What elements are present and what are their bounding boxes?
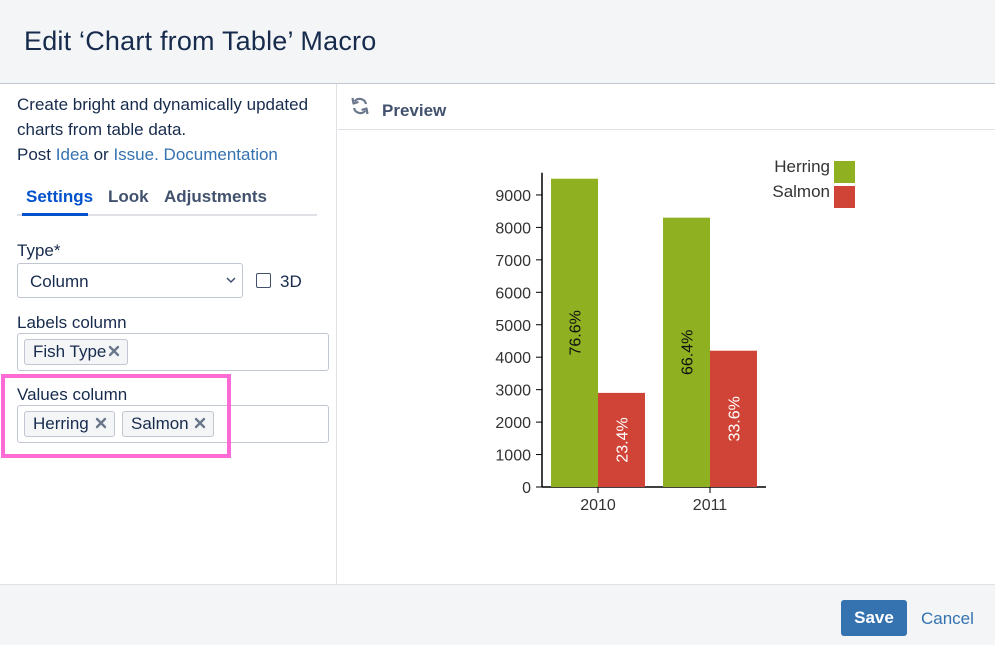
active-tab-indicator xyxy=(22,213,88,216)
dialog-header: Edit ‘Chart from Table’ Macro xyxy=(0,0,995,84)
labels-column-input[interactable]: Fish Type xyxy=(17,333,329,371)
intro-text: Create bright and dynamically updated ch… xyxy=(17,92,327,167)
y-tick-label: 2000 xyxy=(495,415,531,432)
values-column-input[interactable]: Herring Salmon xyxy=(17,405,329,443)
x-tick-label: 2010 xyxy=(580,497,616,514)
dialog-title: Edit ‘Chart from Table’ Macro xyxy=(24,26,377,56)
y-tick-label: 9000 xyxy=(495,188,531,205)
preview-label: Preview xyxy=(382,101,447,120)
y-tick-label: 5000 xyxy=(495,318,531,335)
x-tick-label: 2011 xyxy=(693,497,728,514)
bar-data-label: 33.6% xyxy=(727,396,744,441)
values-column-label: Values column xyxy=(17,385,128,404)
tag-label: Herring xyxy=(33,414,89,433)
bar-data-label: 76.6% xyxy=(568,310,585,355)
remove-tag-icon[interactable] xyxy=(94,416,108,430)
preview-header: Preview xyxy=(338,84,995,130)
legend-label: Salmon xyxy=(772,182,830,201)
y-tick-label: 1000 xyxy=(495,448,531,465)
bar-data-label: 66.4% xyxy=(680,330,697,375)
labels-column-label: Labels column xyxy=(17,313,127,332)
type-label: Type* xyxy=(17,241,61,260)
y-tick-label: 6000 xyxy=(495,285,531,302)
bar-herring-2011 xyxy=(663,217,710,487)
bar-data-label: 23.4% xyxy=(615,417,632,462)
legend-swatch-salmon xyxy=(834,186,855,208)
bar-herring-2010 xyxy=(551,178,598,487)
checkbox-3d-label: 3D xyxy=(280,272,302,291)
y-tick-label: 0 xyxy=(522,480,531,497)
tag-label: Salmon xyxy=(131,414,189,433)
idea-link[interactable]: Idea xyxy=(55,145,89,164)
settings-panel: Create bright and dynamically updated ch… xyxy=(0,84,337,584)
issue-link[interactable]: Issue. xyxy=(113,145,159,164)
checkbox-3d[interactable] xyxy=(256,273,271,288)
refresh-icon[interactable] xyxy=(350,96,370,116)
tag-herring: Herring xyxy=(24,411,115,437)
bar-salmon-2010 xyxy=(598,392,645,487)
bar-salmon-2011 xyxy=(710,350,757,487)
type-select[interactable]: Column xyxy=(17,263,243,298)
tab-adjustments[interactable]: Adjustments xyxy=(164,187,267,206)
remove-tag-icon[interactable] xyxy=(193,416,207,430)
or-text: or xyxy=(93,145,109,164)
dialog-footer: Save Cancel xyxy=(0,584,995,645)
legend-swatch-herring xyxy=(834,161,855,183)
legend-label: Herring xyxy=(774,157,830,176)
tag-label: Fish Type xyxy=(33,342,107,361)
intro-description: Create bright and dynamically updated ch… xyxy=(17,95,309,139)
chart-area: 0 1000 2000 3000 4000 5000 6000 7000 8000 9000 201… xyxy=(338,131,995,583)
tag-fish-type: Fish Type xyxy=(24,339,128,365)
type-select-value: Column xyxy=(30,272,89,291)
documentation-link[interactable]: Documentation xyxy=(163,145,278,164)
column-chart: 0 1000 2000 3000 4000 5000 6000 7000 8000 9000 201… xyxy=(495,157,855,514)
save-button[interactable]: Save xyxy=(841,600,907,636)
tag-salmon: Salmon xyxy=(122,411,214,437)
remove-tag-icon[interactable] xyxy=(107,344,121,358)
y-tick-label: 4000 xyxy=(495,350,531,367)
tab-look[interactable]: Look xyxy=(108,187,149,206)
cancel-button[interactable]: Cancel xyxy=(921,609,974,628)
settings-tabs: Settings Look Adjustments xyxy=(17,184,317,216)
y-tick-label: 8000 xyxy=(495,220,531,237)
y-tick-label: 3000 xyxy=(495,383,531,400)
post-prefix: Post xyxy=(17,145,52,164)
values-column-highlight xyxy=(1,374,231,458)
y-tick-label: 7000 xyxy=(495,253,531,270)
chevron-down-icon xyxy=(226,277,236,284)
tab-settings[interactable]: Settings xyxy=(26,187,94,206)
